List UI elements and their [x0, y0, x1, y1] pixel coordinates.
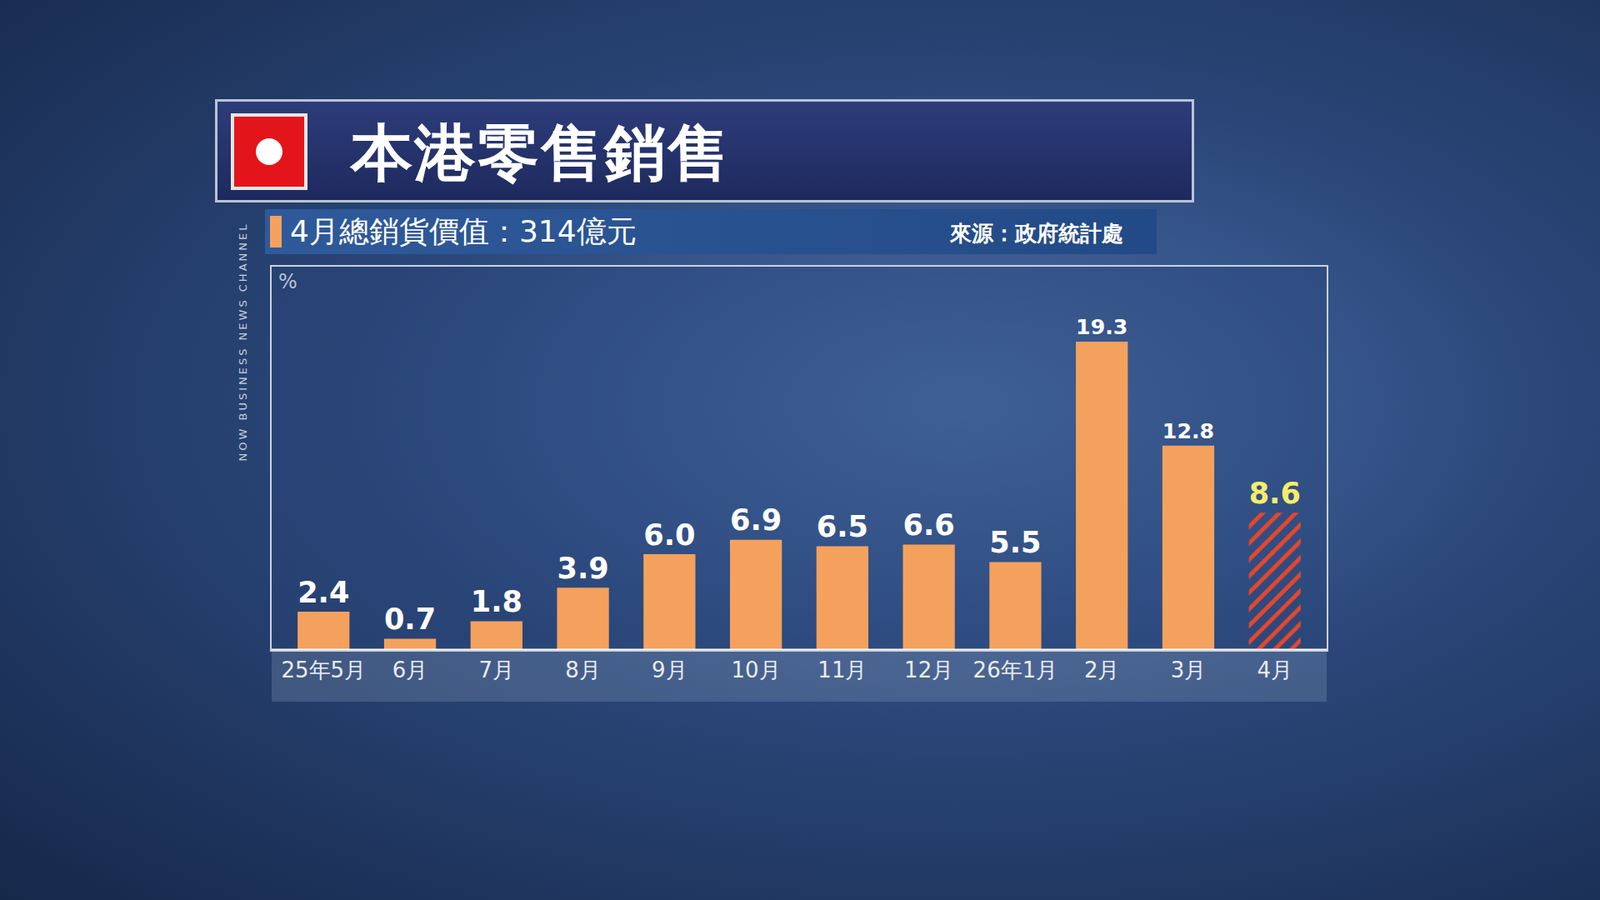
svg-text:3月: 3月 [1170, 657, 1207, 683]
svg-text:1.8: 1.8 [470, 584, 523, 619]
html-text:本港零售銷售: 本港零售銷售 [350, 116, 731, 189]
svg-text:5.5: 5.5 [989, 525, 1041, 560]
svg-text:10月: 10月 [731, 657, 781, 683]
svg-text:6.5: 6.5 [816, 509, 869, 544]
svg-text:19.3: 19.3 [1075, 315, 1128, 340]
svg-text:4月: 4月 [1256, 657, 1293, 683]
svg-text:2月: 2月 [1084, 657, 1120, 683]
svg-text:12月: 12月 [904, 657, 954, 683]
svg-text:3.9: 3.9 [556, 550, 609, 585]
svg-text:9月: 9月 [651, 657, 688, 683]
html-text:來源：政府統計處: 來源：政府統計處 [950, 220, 1124, 246]
svg-text:6.9: 6.9 [730, 502, 782, 537]
svg-text:7月: 7月 [479, 657, 515, 683]
svg-text:6.6: 6.6 [903, 507, 955, 542]
html-text:NOW BUSINESS NEWS CHANNEL: NOW BUSINESS NEWS CHANNEL [236, 222, 249, 462]
svg-text:25年5月: 25年5月 [280, 657, 366, 683]
svg-text:11月: 11月 [817, 657, 867, 683]
svg-text:8月: 8月 [565, 657, 601, 683]
svg-text:6.0: 6.0 [643, 517, 695, 552]
svg-text:2.4: 2.4 [297, 575, 350, 610]
html-text:4月總銷貨價值：314億元: 4月總銷貨價值：314億元 [290, 214, 637, 249]
svg-text:8.6: 8.6 [1249, 475, 1301, 510]
svg-text:6月: 6月 [392, 657, 429, 683]
svg-text:0.7: 0.7 [384, 601, 436, 636]
svg-text:12.8: 12.8 [1162, 419, 1215, 444]
svg-text:26年1月: 26年1月 [973, 657, 1059, 683]
svg-text:%: % [278, 270, 298, 294]
